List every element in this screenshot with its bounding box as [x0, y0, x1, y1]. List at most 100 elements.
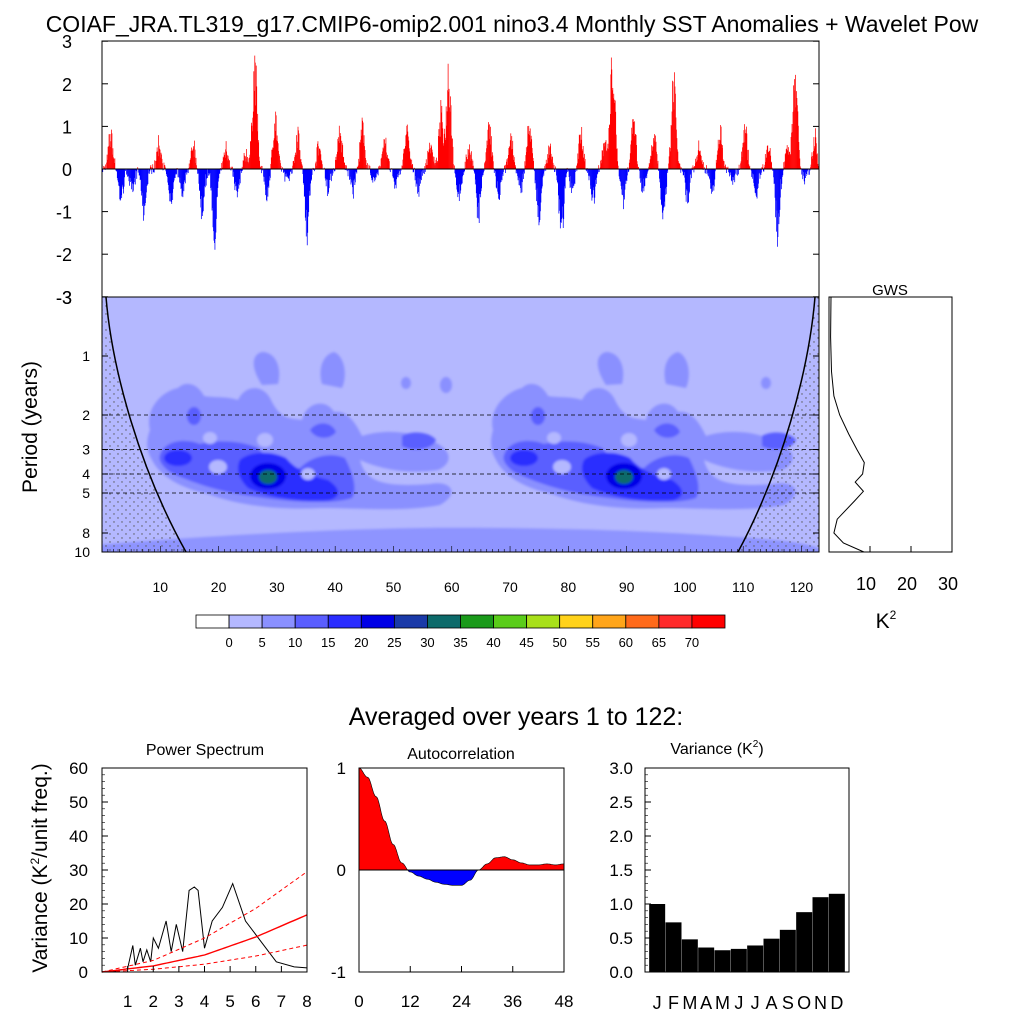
variance-title: Variance (K2)	[670, 739, 763, 758]
colorbar-label: 65	[652, 635, 666, 650]
ps-ytick-label: 50	[69, 793, 88, 812]
colorbar-labels: 0 5 10 15 20 25 30 35 40 45 50 55 60 65 70	[225, 635, 699, 650]
wavelet-ytick-label: 5	[82, 485, 90, 501]
variance-ytick-label: 0.5	[609, 929, 633, 948]
wavelet-xtick-label: 40	[327, 579, 343, 595]
wavelet-xtick-label: 110	[732, 579, 755, 595]
wavelet-xtick-label: 100	[673, 579, 697, 595]
variance-bar	[649, 904, 666, 972]
coi-curve-left	[105, 297, 187, 552]
colorbar-box	[526, 614, 561, 629]
variance-ytick-label: 2.5	[609, 793, 633, 812]
wavelet-xtick-label: 70	[502, 579, 518, 595]
variance-panel: Variance (K2) J F M A M J J A S O N D0.00.51.01.52.…	[609, 739, 850, 1013]
variance-ytick-label: 3.0	[609, 759, 633, 778]
wavelet-ytick-label: 2	[82, 407, 90, 423]
sst-ytick-label: -2	[56, 245, 72, 265]
colorbar-label: 35	[453, 635, 467, 650]
variance-xtick-label: S	[782, 993, 794, 1013]
colorbar-label: 70	[685, 635, 699, 650]
colorbar-label: 45	[519, 635, 533, 650]
wavelet-contours	[102, 297, 819, 552]
autocorrelation-ticks: -1 0 1 0 12 24 36 48	[331, 759, 574, 1011]
colorbar-box	[559, 614, 594, 629]
coi-curve-right	[737, 297, 816, 552]
wavelet-xtick-label: 60	[444, 579, 460, 595]
ac-ytick-label: 0	[337, 861, 346, 880]
gws-x-ticks: 10 20 30	[856, 546, 958, 594]
ps-xtick-label: 1	[123, 992, 132, 1011]
gws-line	[830, 296, 865, 553]
ps-ytick-label: 10	[69, 929, 88, 948]
wavelet-ytick-label: 1	[82, 348, 90, 364]
wavelet-frame	[101, 296, 820, 553]
colorbar-box	[195, 614, 230, 629]
ps-ytick-label: 20	[69, 895, 88, 914]
colorbar-label: 25	[387, 635, 401, 650]
ps-xtick-label: 6	[251, 992, 260, 1011]
wavelet-ylabel: Period (years)	[19, 361, 42, 493]
autocorrelation-negative-area	[359, 870, 564, 886]
gws-xtick-label: 30	[938, 574, 958, 594]
wavelet-y-ticks: -3 1 2 3 4 5 8 10	[56, 288, 819, 560]
variance-bars	[649, 893, 845, 972]
variance-xtick-label: N	[814, 993, 827, 1013]
variance-ticks: J F M A M J J A S O N D0.00.51.01.52.02.53.0	[609, 759, 843, 1013]
bottom-ylabel: Variance (K2/unit freq.)	[28, 763, 52, 972]
colorbar-box	[691, 614, 726, 629]
sst-anomaly-panel: -3 -2 -1 0 1 2 3	[56, 32, 820, 308]
ac-xtick-label: 0	[354, 992, 363, 1011]
variance-xtick-label: J	[734, 993, 743, 1013]
sst-ytick-label: 0	[62, 160, 72, 180]
variance-xtick-label: O	[797, 993, 811, 1013]
figure-title: COIAF_JRA.TL319_g17.CMIP6-omip2.001 nino…	[46, 11, 979, 37]
variance-bar	[763, 938, 780, 972]
colorbar-label: 10	[288, 635, 302, 650]
colorbar-box	[294, 614, 329, 629]
variance-bar	[730, 948, 747, 972]
sst-ytick-label: 3	[62, 32, 72, 52]
colorbar-label: 0	[225, 635, 232, 650]
variance-xtick-label: F	[668, 993, 679, 1013]
variance-xtick-label: D	[830, 993, 843, 1013]
variance-xtick-label: J	[751, 993, 760, 1013]
colorbar-box	[228, 614, 263, 629]
gws-panel: GWS 10 20 30 K2	[828, 282, 958, 633]
ps-ytick-label: 30	[69, 861, 88, 880]
sst-ytick-label: 2	[62, 75, 72, 95]
variance-bar	[665, 922, 682, 972]
colorbar-box	[658, 614, 693, 629]
variance-xtick-label: J	[653, 993, 662, 1013]
wavelet-ytick-label: 10	[74, 544, 90, 560]
sst-anomaly-bars	[101, 55, 820, 250]
gws-xtick-label: 10	[856, 574, 876, 594]
colorbar-box	[493, 614, 528, 629]
gws-xlabel: K2	[876, 608, 897, 633]
power-spectrum-panel: Power Spectrum 0 10 20 30 40 50 60 1 2 3 4 5 6 7 8	[69, 742, 312, 1011]
wavelet-level-25	[259, 470, 633, 484]
colorbar-label: 60	[619, 635, 633, 650]
power-spectrum-frame	[101, 767, 308, 973]
ac-ytick-label: -1	[331, 963, 346, 982]
sst-ytick-label: -3	[56, 288, 72, 308]
ac-xtick-label: 36	[503, 992, 522, 1011]
variance-bar	[714, 950, 731, 972]
colorbar-boxes	[195, 614, 726, 629]
power-spectrum-ticks: 0 10 20 30 40 50 60 1 2 3 4 5 6 7 8	[69, 759, 312, 1011]
sst-ytick-label: -1	[56, 203, 72, 223]
coi-stipple-right	[738, 297, 819, 552]
colorbar-label: 30	[420, 635, 434, 650]
variance-bar	[779, 929, 796, 972]
ps-xtick-label: 7	[277, 992, 286, 1011]
variance-ytick-label: 1.5	[609, 861, 633, 880]
wavelet-ytick-label: 4	[82, 466, 90, 482]
colorbar-label: 5	[259, 635, 266, 650]
variance-bar	[747, 945, 764, 972]
wavelet-xtick-label: 120	[790, 579, 814, 595]
wavelet-panel: -3 1 2 3 4 5 8 10 10 20 30 40 50 60 70 80 90 100 110 120 P…	[19, 288, 820, 595]
ac-xtick-label: 12	[401, 992, 420, 1011]
colorbar-label: 55	[586, 635, 600, 650]
averaged-title: Averaged over years 1 to 122:	[349, 703, 683, 731]
ps-xtick-label: 3	[174, 992, 183, 1011]
